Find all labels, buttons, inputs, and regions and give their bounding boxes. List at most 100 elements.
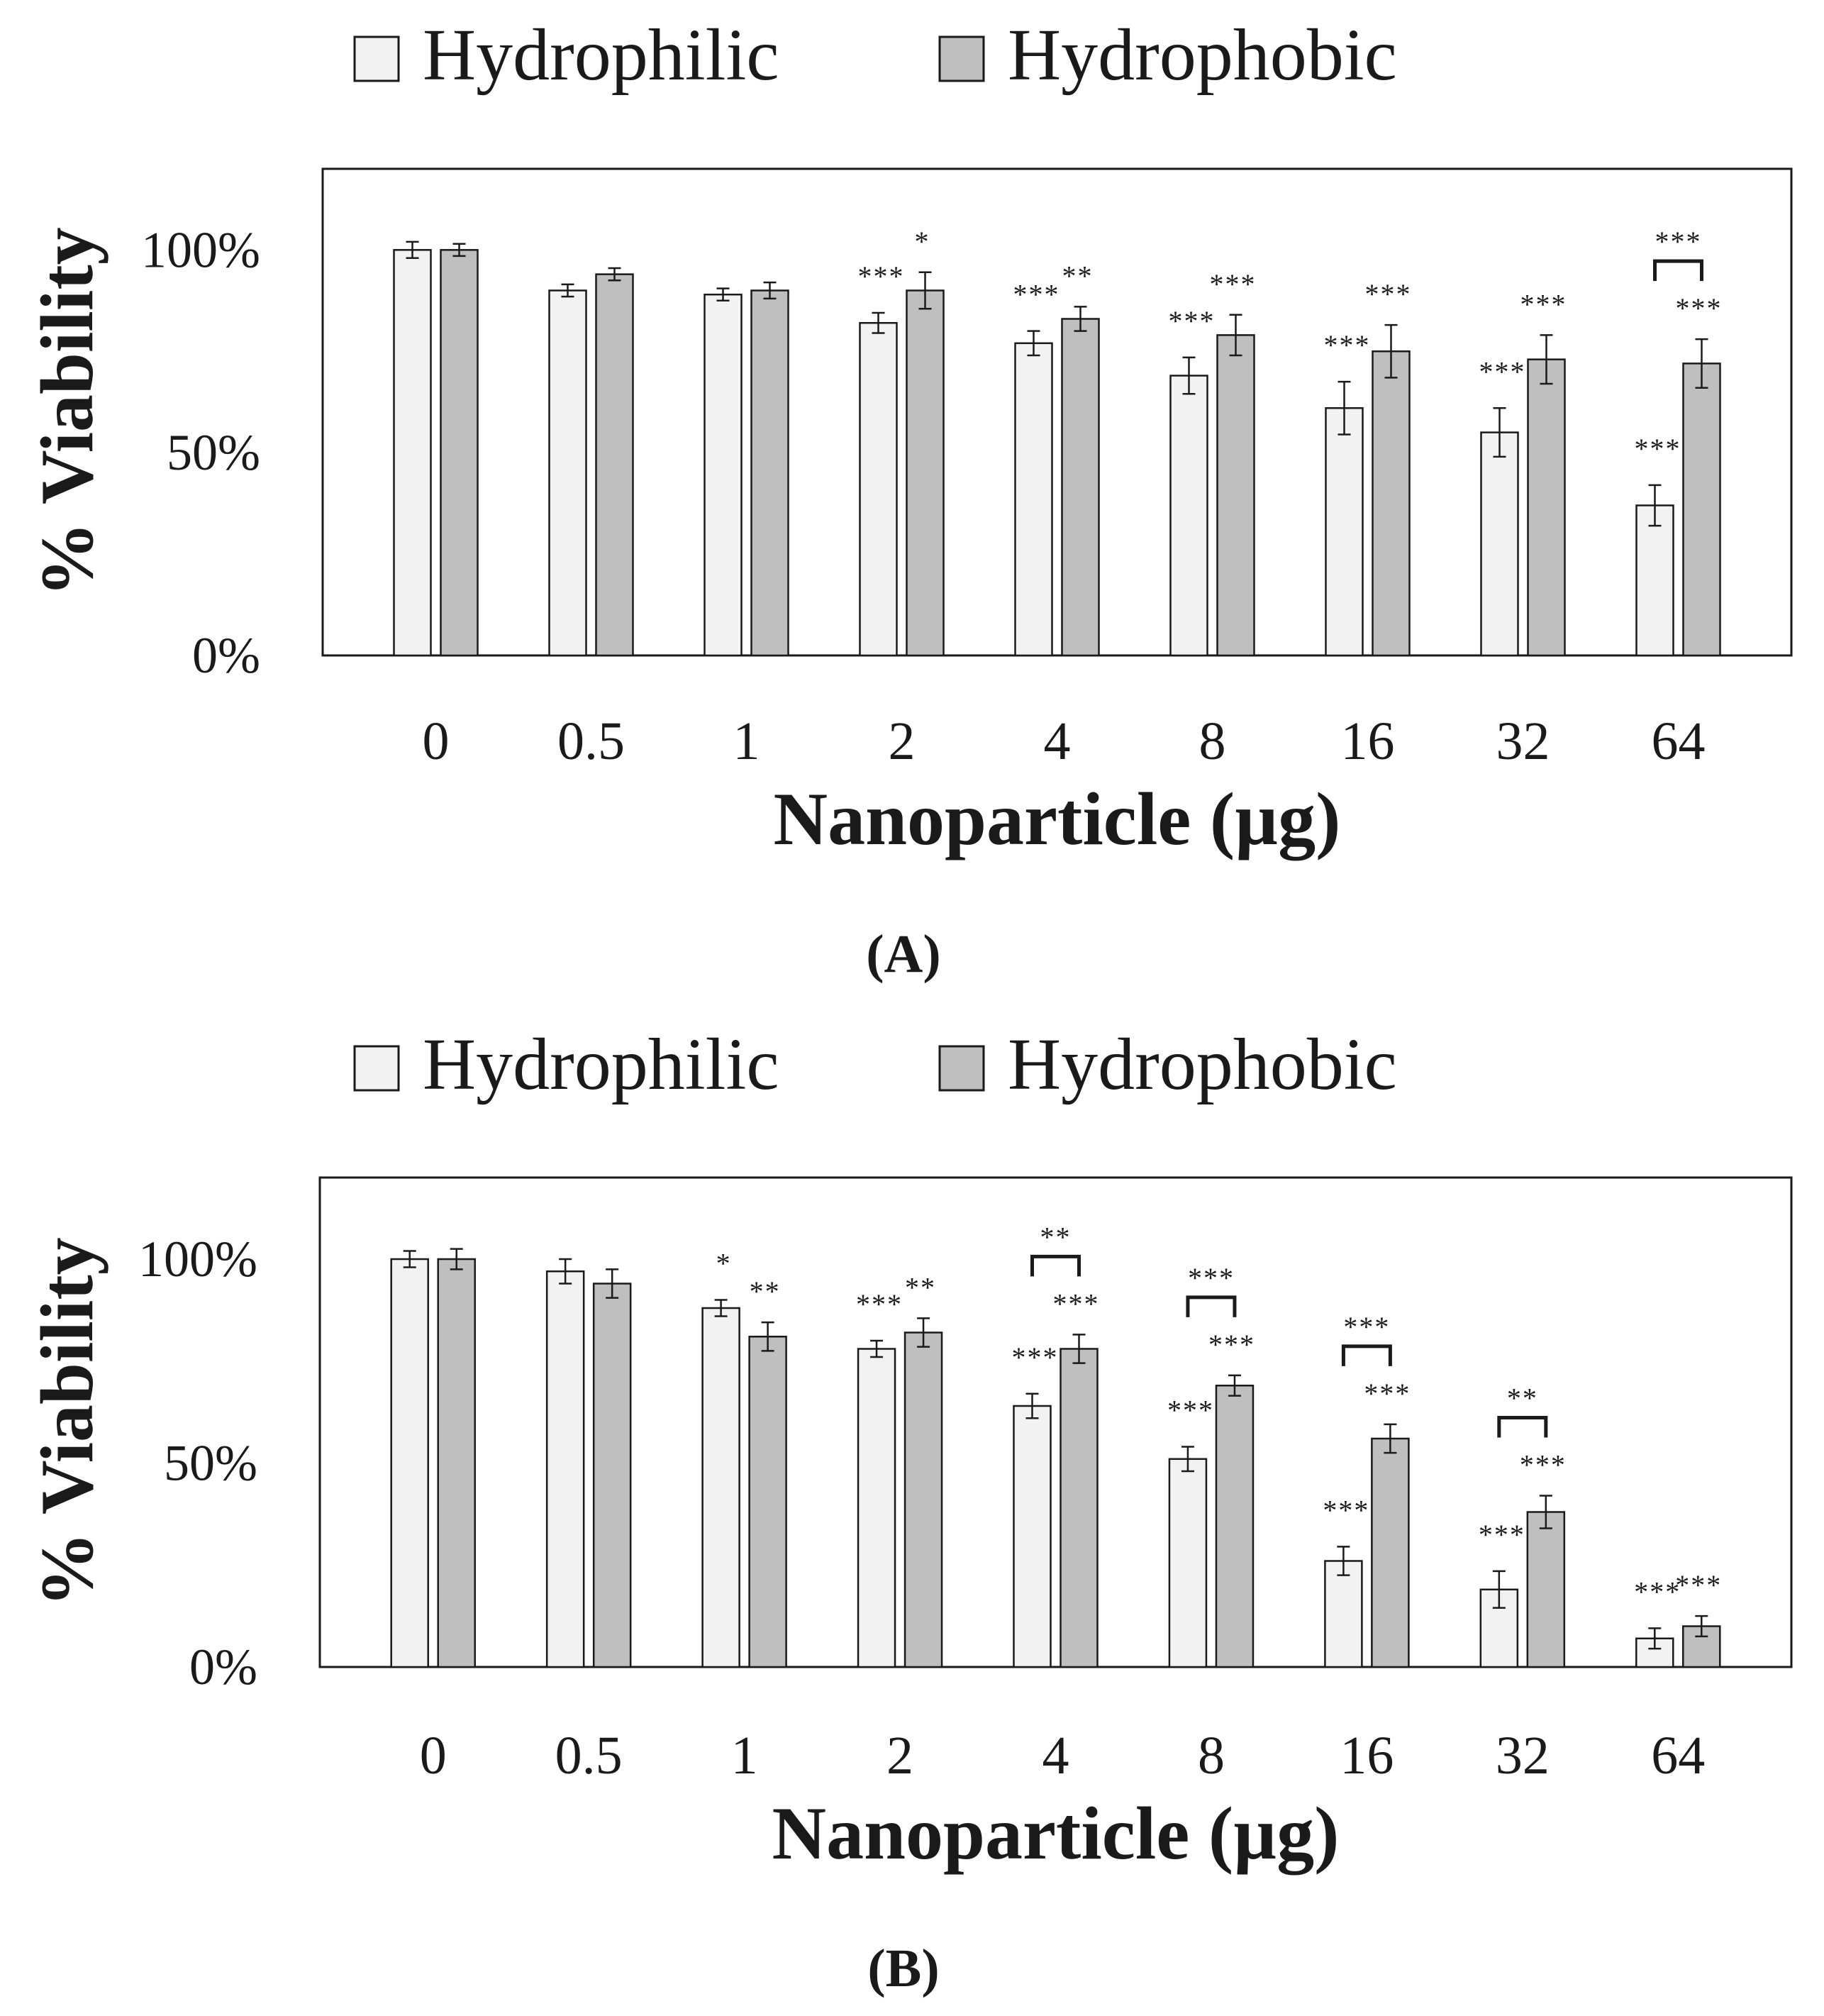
- bar-hydrophilic: [857, 1348, 896, 1668]
- bar-hydrophobic: [1526, 1511, 1566, 1668]
- bar-hydrophilic: [1014, 342, 1053, 657]
- x-tick-label: 8: [1198, 1726, 1225, 1785]
- bar-hydrophilic: [545, 1270, 585, 1668]
- legend-label-hydrophilic: Hydrophilic: [423, 14, 779, 96]
- bar-hydrophobic: [1061, 318, 1100, 657]
- bar-hydrophobic: [1215, 1385, 1255, 1668]
- significance-label: **: [905, 1271, 936, 1303]
- y-tick-label: 100%: [141, 221, 260, 278]
- significance-label: ***: [1012, 1341, 1059, 1373]
- significance-bracket: [1653, 259, 1703, 282]
- significance-label: ***: [1013, 279, 1060, 311]
- legend-swatch-hydrophilic: [353, 1045, 400, 1092]
- significance-label: ***: [1634, 1575, 1681, 1607]
- y-tick-label: 50%: [167, 424, 260, 481]
- y-tick-label: 0%: [189, 1639, 257, 1695]
- plot-area: [318, 1176, 1793, 1668]
- legend-swatch-hydrophobic: [938, 35, 985, 82]
- significance-label: ***: [856, 1288, 903, 1320]
- bar-hydrophobic: [906, 289, 945, 657]
- bar-hydrophobic: [1372, 350, 1411, 657]
- significance-label: ***: [1520, 288, 1567, 320]
- x-tick-label: 16: [1340, 1726, 1394, 1785]
- x-axis-label: Nanoparticle (µg): [774, 777, 1341, 860]
- bar-hydrophilic: [548, 289, 587, 657]
- y-tick-label: 50%: [164, 1435, 257, 1492]
- y-tick-label: 0%: [192, 627, 260, 684]
- significance-label: **: [750, 1275, 781, 1307]
- bracket-label: **: [1507, 1383, 1538, 1414]
- bar-hydrophilic: [704, 293, 743, 657]
- y-axis-label: % Viability: [26, 1237, 109, 1607]
- y-axis-label: % Viability: [26, 227, 109, 597]
- significance-label: ***: [1676, 292, 1723, 324]
- bracket-label: **: [1040, 1221, 1072, 1253]
- bar-hydrophobic: [437, 1258, 476, 1668]
- bar-hydrophobic: [1216, 334, 1255, 657]
- y-tick-label: 100%: [138, 1231, 257, 1287]
- x-tick-label: 32: [1496, 1726, 1550, 1785]
- bar-hydrophobic: [1682, 362, 1721, 657]
- bar-hydrophilic: [1635, 504, 1674, 657]
- legend-label-hydrophobic: Hydrophobic: [1008, 14, 1397, 96]
- x-axis-label: Nanoparticle (µg): [772, 1792, 1340, 1875]
- bar-hydrophobic: [592, 1283, 632, 1668]
- bar-hydrophobic: [903, 1331, 943, 1668]
- significance-label: ***: [1479, 355, 1526, 387]
- significance-label: ***: [1208, 1329, 1255, 1361]
- bar-hydrophilic: [393, 249, 432, 657]
- bar-hydrophilic: [1169, 375, 1208, 657]
- x-tick-label: 2: [889, 711, 916, 771]
- bar-hydrophilic: [859, 321, 898, 657]
- x-tick-label: 0: [420, 1726, 447, 1785]
- bar-hydrophobic: [748, 1336, 787, 1668]
- bar-hydrophilic: [390, 1258, 429, 1668]
- bar-hydrophilic: [1324, 1560, 1363, 1668]
- significance-label: ***: [1675, 1569, 1722, 1601]
- bracket-label: ***: [1188, 1262, 1235, 1294]
- panel-caption: (B): [867, 1939, 939, 1998]
- x-tick-label: 16: [1341, 711, 1395, 771]
- panel-caption: (A): [866, 924, 941, 984]
- significance-label: ***: [1323, 1494, 1369, 1526]
- bar-hydrophilic: [1168, 1458, 1208, 1668]
- legend-swatch-hydrophobic: [938, 1045, 985, 1092]
- legend-label-hydrophilic: Hydrophilic: [423, 1024, 779, 1105]
- significance-label: ***: [1324, 329, 1371, 361]
- x-tick-label: 4: [1044, 711, 1071, 771]
- bar-hydrophilic: [1325, 407, 1364, 657]
- significance-label: ***: [1520, 1449, 1567, 1481]
- x-tick-label: 2: [886, 1726, 913, 1785]
- x-tick-label: 8: [1199, 711, 1226, 771]
- significance-bracket: [1186, 1295, 1237, 1317]
- significance-label: ***: [1479, 1519, 1525, 1551]
- bar-hydrophilic: [701, 1307, 740, 1668]
- significance-label: ***: [858, 260, 905, 292]
- significance-label: ***: [1210, 268, 1257, 300]
- significance-label: **: [1062, 260, 1094, 292]
- x-tick-label: 64: [1652, 711, 1706, 771]
- bar-hydrophobic: [595, 273, 634, 657]
- significance-bracket: [1497, 1416, 1548, 1438]
- x-tick-label: 0.5: [557, 711, 625, 771]
- significance-label: ***: [1053, 1287, 1100, 1319]
- legend-swatch-hydrophilic: [353, 35, 400, 82]
- significance-bracket: [1341, 1344, 1392, 1366]
- x-tick-label: 1: [731, 1726, 758, 1785]
- significance-label: ***: [1635, 433, 1681, 465]
- bracket-label: ***: [1343, 1311, 1390, 1343]
- bar-hydrophobic: [440, 249, 479, 657]
- significance-label: ***: [1365, 278, 1412, 310]
- significance-bracket: [1030, 1254, 1081, 1277]
- x-tick-label: 1: [733, 711, 760, 771]
- chart-panel-b: Hydrophilic Hydrophobic 0% 50% 100% % Viabili…: [26, 1024, 1793, 1998]
- legend: Hydrophilic Hydrophobic: [353, 1024, 1397, 1105]
- x-tick-label: 32: [1496, 711, 1550, 771]
- bar-hydrophilic: [1013, 1405, 1052, 1668]
- bar-hydrophobic: [1527, 358, 1566, 657]
- bar-hydrophilic: [1480, 431, 1519, 657]
- significance-label: *: [716, 1248, 732, 1280]
- x-tick-label: 4: [1042, 1726, 1069, 1785]
- legend: Hydrophilic Hydrophobic: [353, 14, 1397, 96]
